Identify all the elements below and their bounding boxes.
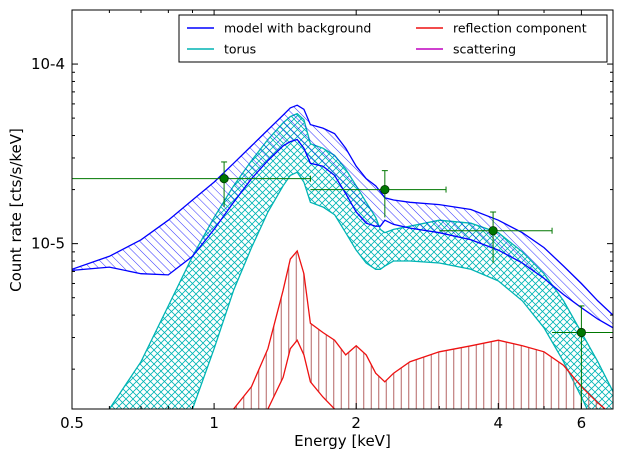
x-tick-label: 2 <box>351 414 361 432</box>
data-point <box>219 174 229 184</box>
legend-label: torus <box>224 42 256 57</box>
y-axis-label: Count rate [cts/s/keV] <box>7 128 25 292</box>
legend: model with background torus reflection com… <box>178 14 608 63</box>
legend-label: model with background <box>224 21 371 36</box>
reflection-component-band-fill <box>233 251 606 409</box>
legend-label: scattering <box>453 42 516 57</box>
plot-frame <box>71 9 614 410</box>
y-tick-label: 10-4 <box>31 55 65 73</box>
legend-frame <box>178 14 608 63</box>
data-point-layer <box>72 161 613 409</box>
data-point <box>576 327 586 338</box>
reflection-component-lower-line <box>267 338 336 409</box>
model-with-background-band-fill <box>72 105 613 328</box>
y-tick-label: 10-5 <box>31 235 65 253</box>
x-axis-label: Energy [keV] <box>294 432 391 450</box>
legend-label: reflection component <box>453 21 587 36</box>
x-tick-label: 4 <box>494 414 504 432</box>
tick-layer: 0.5 1 2 4 6 10-5 10-4 <box>31 9 614 432</box>
torus-lower-line <box>191 171 588 409</box>
x-tick-label: 0.5 <box>60 414 84 432</box>
data-point <box>380 184 390 195</box>
reflection-component-upper-line <box>233 249 607 409</box>
x-tick-label: 6 <box>577 414 587 432</box>
x-tick-label: 1 <box>209 414 219 432</box>
model-with-background-lower-line <box>72 138 613 329</box>
data-point <box>488 226 498 236</box>
